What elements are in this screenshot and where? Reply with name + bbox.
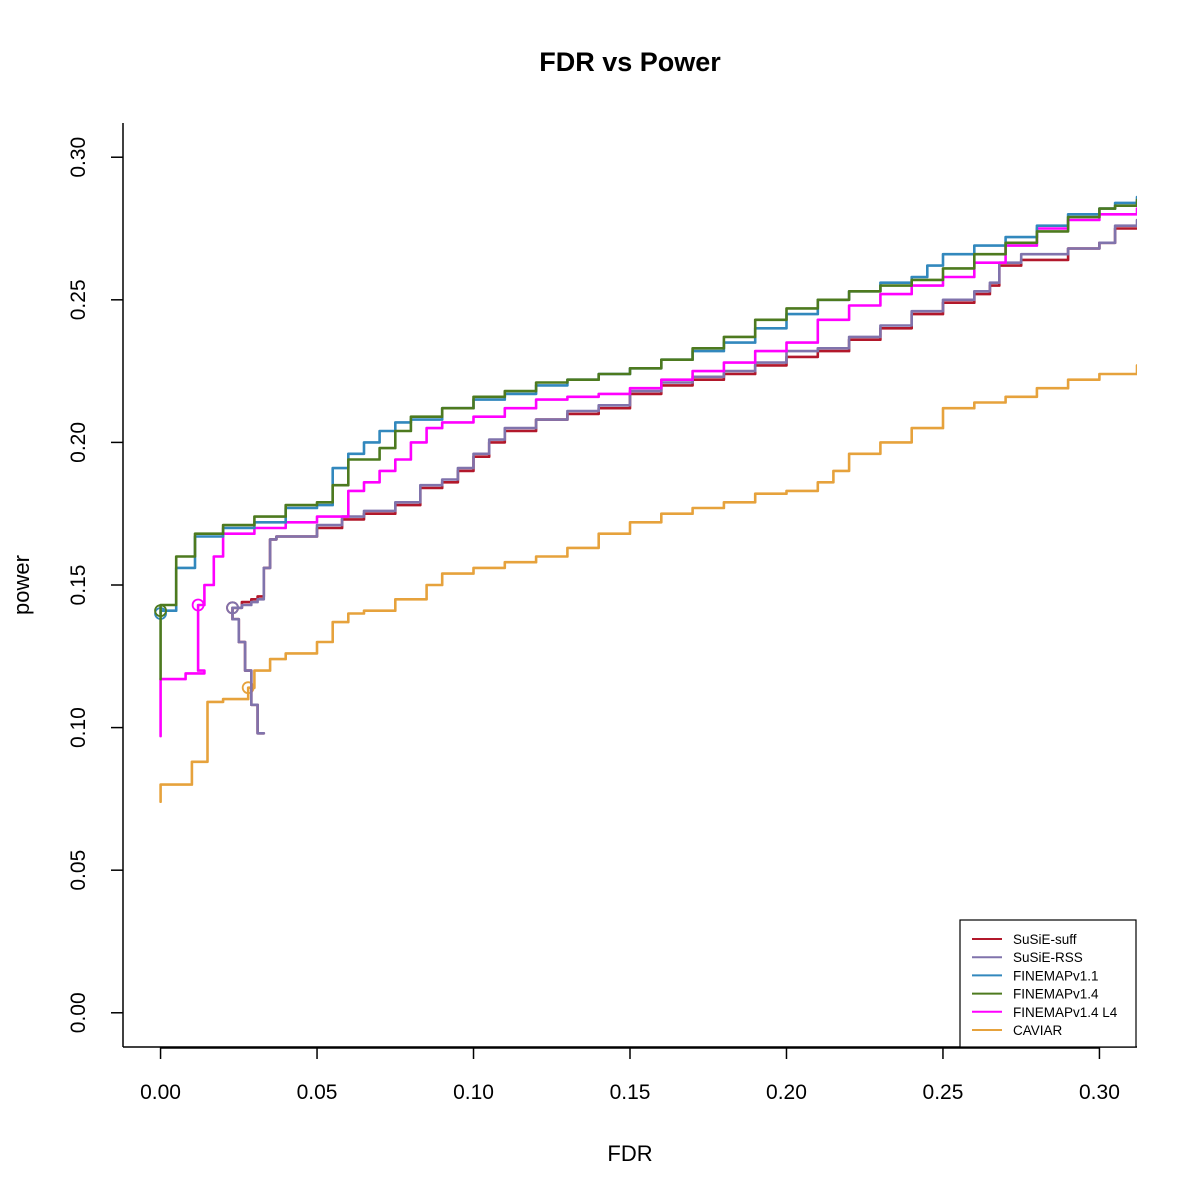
series-lines — [154, 195, 1137, 803]
series-line-3 — [159, 198, 1137, 681]
x-tick-label: 0.10 — [453, 1081, 494, 1104]
series-line-5 — [159, 364, 1137, 803]
y-tick-label: 0.25 — [67, 279, 90, 320]
legend-entry: FINEMAPv1.4 L4 — [1013, 1005, 1118, 1020]
y-tick-label: 0.20 — [67, 422, 90, 463]
x-tick-label: 0.00 — [140, 1081, 181, 1104]
x-tick-label: 0.15 — [610, 1081, 651, 1104]
y-tick-label: 0.05 — [67, 850, 90, 891]
y-tick-label: 0.10 — [67, 707, 90, 748]
x-tick-label: 0.05 — [297, 1081, 338, 1104]
y-tick-label: 0.30 — [67, 137, 90, 178]
legend-entry: SuSiE-RSS — [1013, 950, 1083, 965]
legend-entry: SuSiE-suff — [1013, 932, 1077, 947]
series-marker-3 — [154, 604, 167, 618]
y-axis-label: power — [9, 555, 34, 615]
series-line-2 — [159, 195, 1137, 615]
x-tick-label: 0.20 — [766, 1081, 807, 1104]
x-tick-label: 0.25 — [923, 1081, 964, 1104]
series-line-4 — [159, 207, 1137, 738]
legend-entry: FINEMAPv1.1 — [1013, 968, 1099, 983]
y-tick-label: 0.15 — [67, 565, 90, 606]
legend-entry: CAVIAR — [1013, 1023, 1063, 1038]
legend-box — [959, 919, 1137, 1048]
series-marker-1 — [226, 601, 239, 615]
y-tick-label: 0.00 — [67, 992, 90, 1033]
axes: 0.00 0.05 0.10 0.15 0.20 0.25 0.30 0.00 0.05 0.10… — [67, 123, 1137, 1104]
series-marker-4 — [191, 598, 205, 612]
series-marker-5 — [241, 681, 255, 695]
series-line-0 — [231, 227, 1137, 735]
legend: SuSiE-suff SuSiE-RSS FINEMAPv1.1 FINEMAPv1.… — [959, 919, 1137, 1048]
legend-entry: FINEMAPv1.4 — [1013, 987, 1099, 1002]
x-tick-label: 0.30 — [1079, 1081, 1120, 1104]
chart-title: FDR vs Power — [539, 47, 721, 77]
x-axis-label: FDR — [607, 1141, 652, 1166]
series-line-1 — [231, 218, 1137, 735]
